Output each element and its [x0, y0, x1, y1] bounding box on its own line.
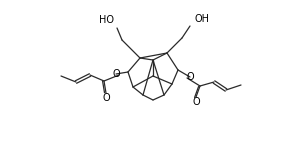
Text: O: O — [186, 72, 194, 82]
Text: O: O — [192, 97, 200, 107]
Text: O: O — [112, 69, 120, 79]
Text: OH: OH — [194, 14, 209, 24]
Text: O: O — [102, 93, 110, 103]
Text: HO: HO — [100, 15, 115, 25]
